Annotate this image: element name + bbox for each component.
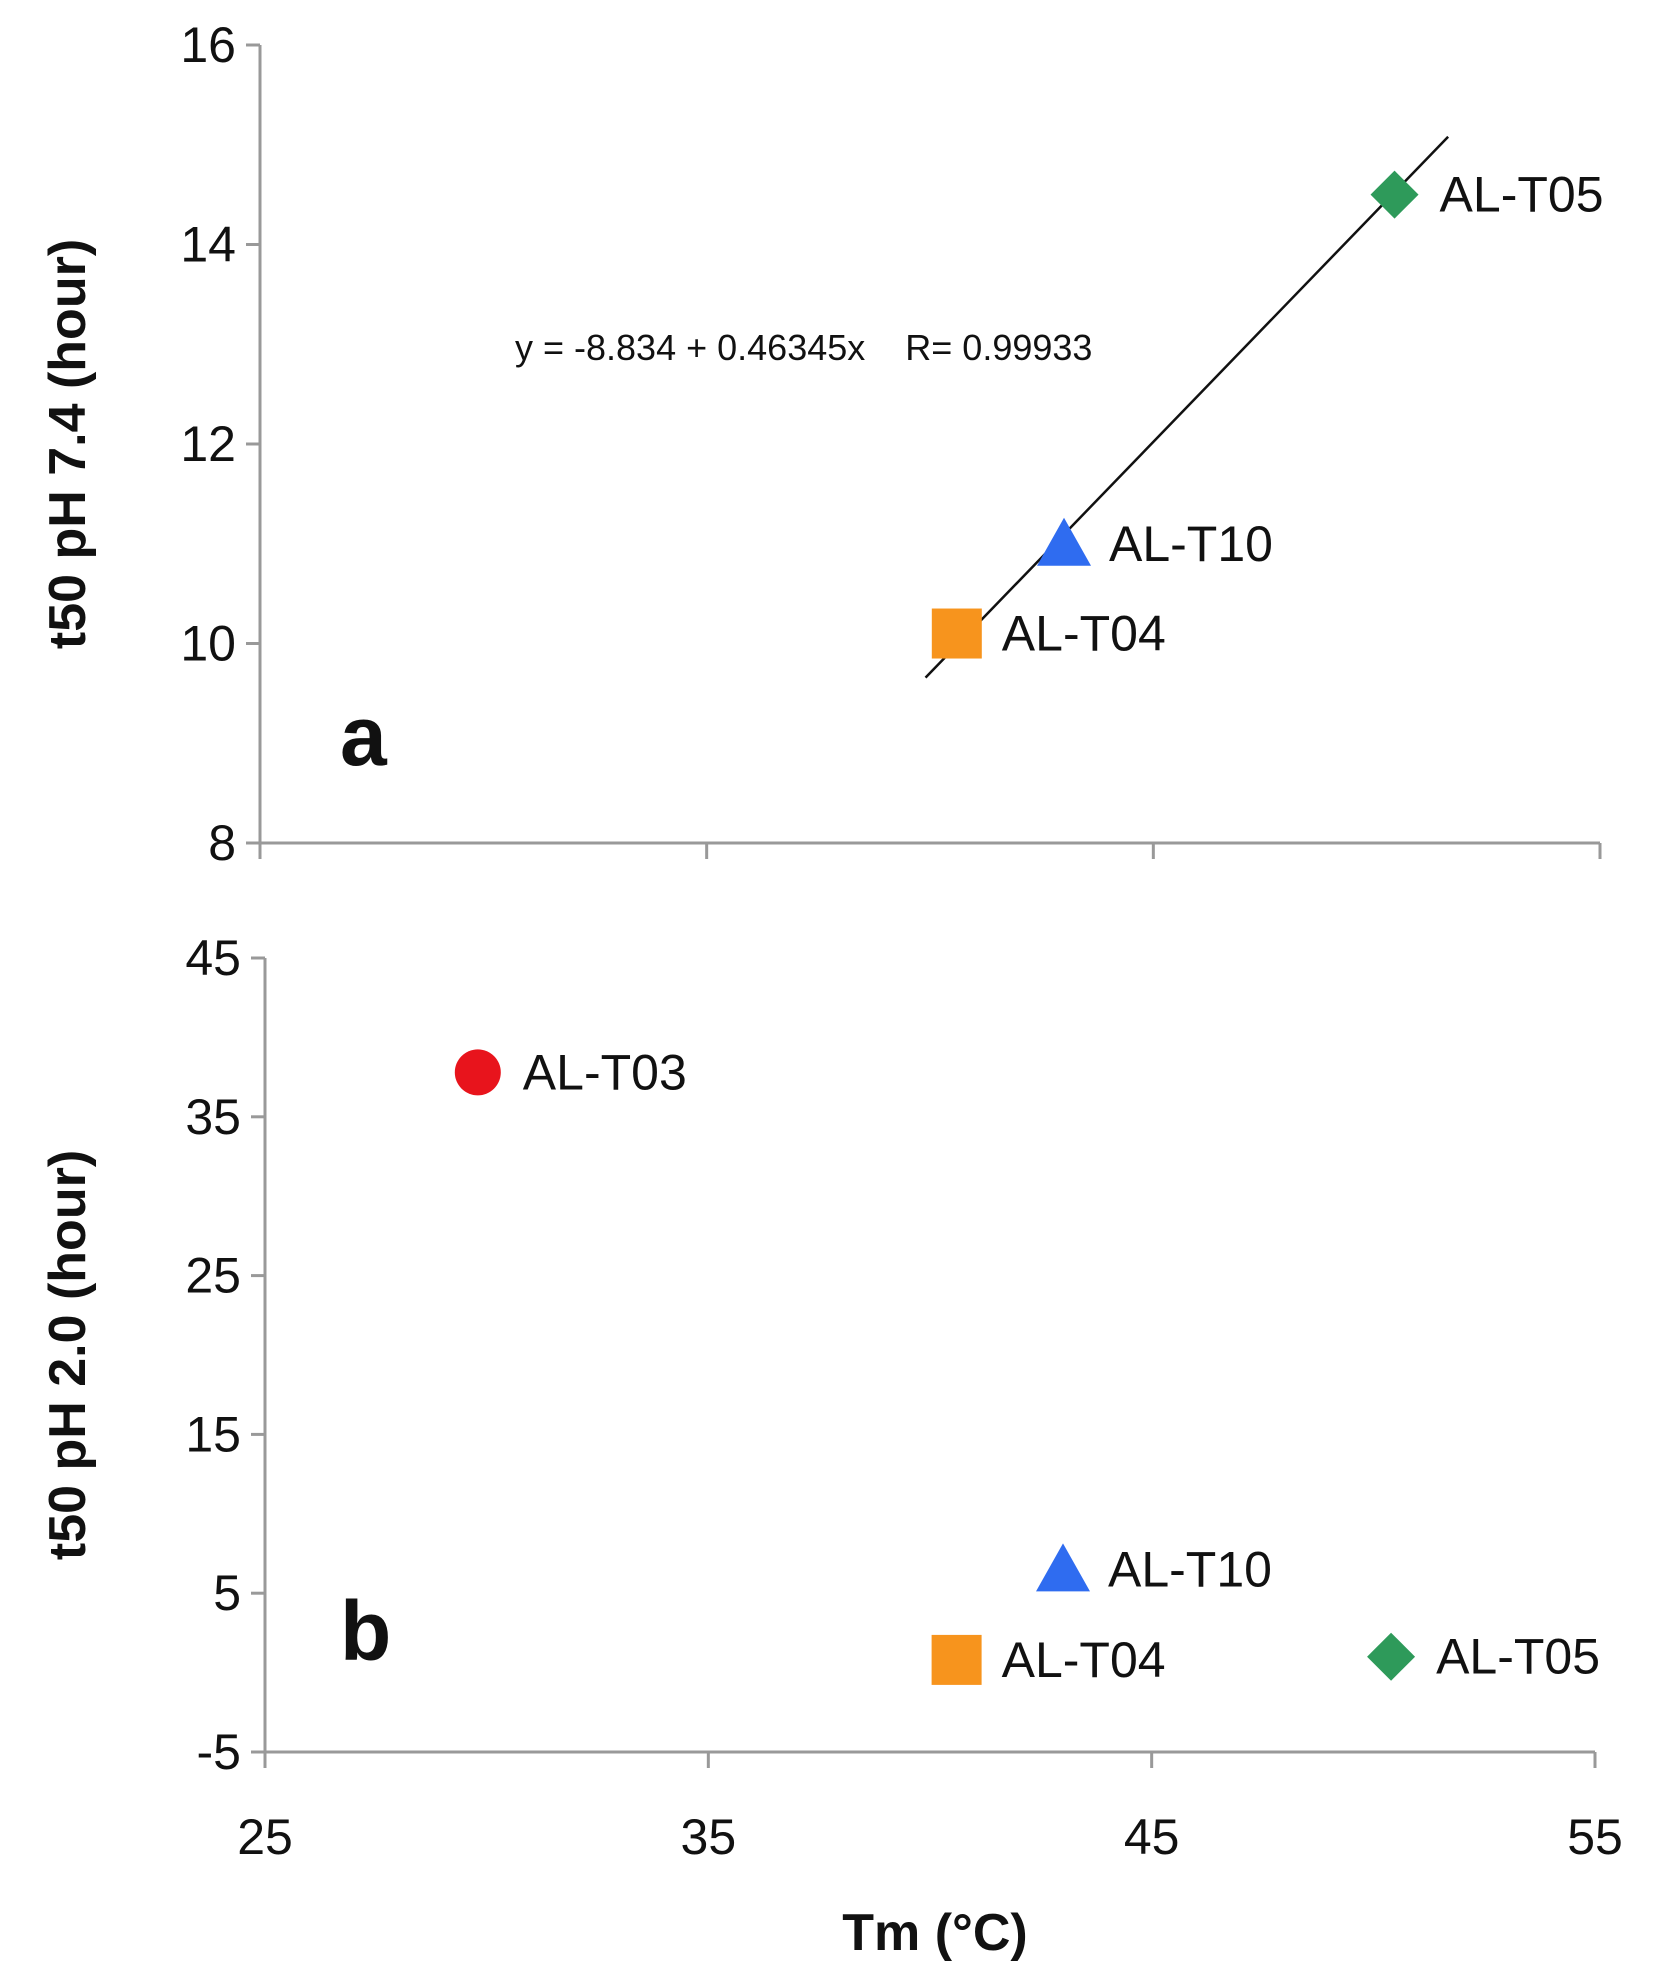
panel-b-chart: -5 5 15 25 35 45 25 35 45 55 t50 pH 2.0 (hour) Tm (…	[39, 930, 1623, 1962]
panel-b-y-tick-label: 35	[185, 1089, 241, 1145]
panel-b-x-tick-label: 55	[1567, 1809, 1623, 1865]
panel-b-x-axis-title: Tm (°C)	[842, 1904, 1027, 1962]
panel-b-x-tick-label: 45	[1124, 1809, 1180, 1865]
panel-a-y-axis-title: t50 pH 7.4 (hour)	[39, 239, 97, 649]
panel-b-y-tick-label: -5	[197, 1724, 241, 1780]
panel-b-point-al-t04-label: AL-T04	[1002, 1632, 1166, 1688]
panel-b-y-tick-label: 5	[213, 1565, 241, 1621]
panel-a-point-al-t10-label: AL-T10	[1109, 516, 1273, 572]
panel-b-letter: b	[340, 1584, 391, 1678]
panel-a-y-tick-label: 16	[180, 17, 236, 73]
panel-b-y-tick-label: 15	[185, 1406, 241, 1462]
panel-b-x-tick-label: 25	[237, 1809, 293, 1865]
panel-a-y-tick-label: 8	[208, 815, 236, 871]
panel-b-point-al-t03	[454, 1049, 501, 1096]
panel-a-y-tick-label: 10	[180, 616, 236, 672]
panel-a-y-tick-label: 14	[180, 217, 236, 273]
panel-b-point-al-t05	[1367, 1632, 1416, 1681]
panel-b-point-al-t05-label: AL-T05	[1436, 1629, 1600, 1685]
panel-b-y-axis-title: t50 pH 2.0 (hour)	[39, 1150, 97, 1560]
panel-b-point-al-t03-label: AL-T03	[523, 1044, 687, 1100]
panel-b-point-al-t04	[931, 1634, 982, 1685]
panel-a-chart: 8 10 12 14 16 t50 pH 7.4 (hour) a y = -8.834 + …	[39, 17, 1604, 871]
panel-a-point-al-t10	[1037, 517, 1091, 566]
panel-b-y-tick-label: 25	[185, 1248, 241, 1304]
panel-a-fit-equation: y = -8.834 + 0.46345x R= 0.99933	[515, 327, 1092, 368]
panel-b-point-al-t10	[1036, 1543, 1090, 1592]
panel-b-y-tick-label: 45	[185, 930, 241, 986]
panel-a-point-al-t04	[931, 608, 982, 659]
panel-b-x-tick-label: 35	[681, 1809, 737, 1865]
panel-a-point-al-t05-label: AL-T05	[1440, 167, 1604, 223]
panel-b-point-al-t10-label: AL-T10	[1108, 1541, 1272, 1597]
panel-a-point-al-t04-label: AL-T04	[1002, 606, 1166, 662]
panel-a-fit-line	[924, 135, 1450, 679]
panel-a-letter: a	[340, 689, 388, 783]
panel-a-y-tick-label: 12	[180, 416, 236, 472]
panel-a-point-al-t05	[1370, 170, 1419, 219]
